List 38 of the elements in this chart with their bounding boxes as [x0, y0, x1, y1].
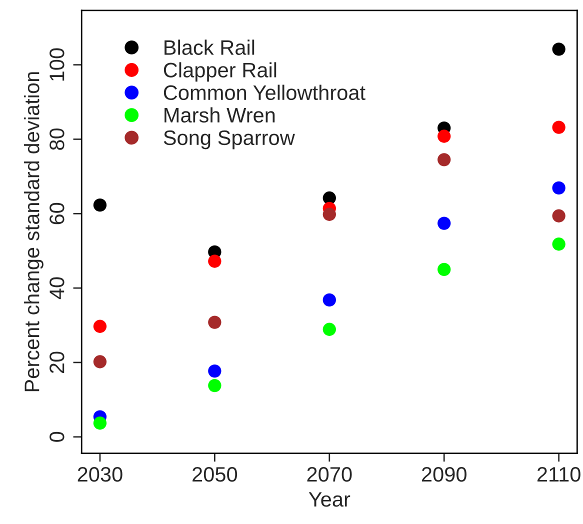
y-tick-label: 20: [50, 352, 64, 374]
point: [438, 153, 451, 166]
legend-label: Clapper Rail: [164, 62, 276, 82]
x-axis-title: Year: [308, 492, 350, 507]
point: [93, 416, 107, 430]
point: [438, 216, 451, 230]
point: [322, 322, 336, 336]
legend-label: Marsh Wren: [164, 107, 275, 123]
x-tick-label: 2110: [537, 467, 580, 482]
point: [552, 120, 566, 134]
x-tick-label: 2030: [78, 467, 122, 482]
x-tick-label: 2090: [422, 467, 466, 482]
legend-label: Black Rail: [164, 40, 254, 55]
point: [93, 355, 107, 368]
point: [93, 198, 107, 212]
x-tick-label: 2050: [192, 467, 238, 482]
point: [552, 238, 566, 251]
y-tick-label: 100: [50, 48, 64, 81]
legend-label: Common Yellowthroat: [164, 84, 366, 100]
y-tick-label: 40: [50, 277, 64, 300]
point: [208, 378, 222, 392]
point: [552, 42, 566, 56]
y-tick-label: 0: [50, 432, 64, 442]
point: [208, 254, 222, 268]
legend-label: Song Sparrow: [164, 130, 295, 150]
point: [208, 364, 222, 378]
point: [322, 208, 336, 221]
x-tick-label: 2070: [307, 467, 352, 482]
point: [438, 262, 451, 276]
point: [93, 320, 107, 333]
point: [552, 209, 566, 222]
point: [208, 316, 222, 329]
point: [322, 293, 336, 307]
point: [438, 130, 451, 143]
y-tick-label: 60: [50, 202, 64, 224]
y-tick-label: 80: [50, 128, 64, 150]
point: [552, 181, 566, 195]
y-axis-title: Percent change standard deviation: [24, 72, 44, 392]
